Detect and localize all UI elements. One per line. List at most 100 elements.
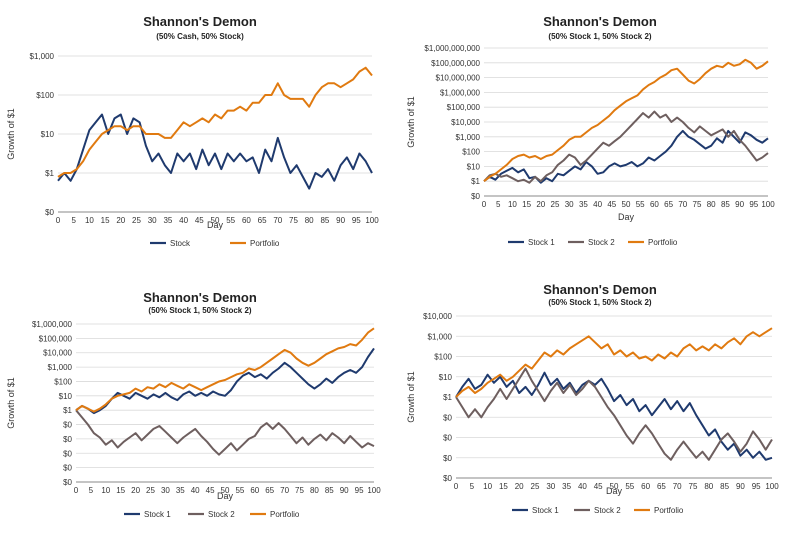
x-tick-label: 35 bbox=[163, 216, 172, 225]
chart-svg: $0 $0 $0 $0 $1 $10 $100 $1,000 $10,000 0 5 10 15 20 25… bbox=[406, 312, 779, 515]
y-tick-label: $0 bbox=[63, 421, 72, 430]
y-tick-label: $0 bbox=[471, 192, 480, 201]
x-tick-label: 55 bbox=[636, 200, 645, 209]
y-tick-label: $1,000 bbox=[428, 332, 453, 341]
y-tick-label: $0 bbox=[443, 413, 452, 422]
chart-title: Shannon's Demon bbox=[543, 282, 657, 297]
x-tick-label: 65 bbox=[258, 216, 267, 225]
x-tick-label: 20 bbox=[515, 482, 524, 491]
y-tick-label: $0 bbox=[63, 464, 72, 473]
x-tick-label: 75 bbox=[693, 200, 702, 209]
y-tick-label: $1 bbox=[45, 169, 54, 178]
x-tick-label: 80 bbox=[707, 200, 716, 209]
x-tick-label: 70 bbox=[673, 482, 682, 491]
x-tick-label: 10 bbox=[85, 216, 94, 225]
x-tick-label: 50 bbox=[610, 482, 619, 491]
x-tick-label: 20 bbox=[131, 486, 140, 495]
chart-panel-3: Shannon's Demon (50% Stock 1, 50% Stock … bbox=[0, 270, 400, 540]
y-tick-label: $100,000,000 bbox=[431, 59, 480, 68]
x-tick-label: 20 bbox=[536, 200, 545, 209]
x-tick-label: 85 bbox=[320, 216, 329, 225]
y-tick-label: $0 bbox=[63, 435, 72, 444]
legend-label: Portfolio bbox=[648, 238, 678, 247]
x-tick-label: 95 bbox=[749, 200, 758, 209]
series-line-stock-1 bbox=[455, 371, 773, 461]
series-line-portfolio bbox=[455, 327, 773, 398]
y-tick-label: $1,000,000 bbox=[32, 320, 73, 329]
y-tick-label: $1,000,000,000 bbox=[424, 44, 480, 53]
x-axis-title: Day bbox=[606, 486, 623, 496]
y-tick-label: $100 bbox=[54, 377, 72, 386]
x-tick-label: 55 bbox=[625, 482, 634, 491]
y-tick-label: $0 bbox=[443, 434, 452, 443]
x-tick-label: 90 bbox=[736, 482, 745, 491]
y-tick-label: $0 bbox=[63, 478, 72, 487]
x-tick-label: 55 bbox=[226, 216, 235, 225]
x-tick-label: 35 bbox=[562, 482, 571, 491]
x-tick-label: 95 bbox=[352, 216, 361, 225]
x-tick-label: 5 bbox=[496, 200, 501, 209]
x-tick-label: 20 bbox=[116, 216, 125, 225]
legend-label: Stock 2 bbox=[594, 506, 621, 515]
x-tick-label: 95 bbox=[752, 482, 761, 491]
y-tick-label: $100 bbox=[434, 353, 452, 362]
x-tick-label: 60 bbox=[641, 482, 650, 491]
chart-panel-1: Shannon's Demon (50% Cash, 50% Stock) $0… bbox=[0, 0, 400, 270]
y-tick-label: $1,000 bbox=[48, 363, 73, 372]
x-tick-label: 60 bbox=[250, 486, 259, 495]
series-line-stock-2 bbox=[455, 367, 773, 461]
x-tick-label: 30 bbox=[565, 200, 574, 209]
series-line-stock-1 bbox=[75, 347, 375, 415]
x-tick-label: 100 bbox=[761, 200, 775, 209]
x-tick-label: 25 bbox=[531, 482, 540, 491]
legend-label: Stock bbox=[170, 239, 191, 248]
y-tick-label: $10,000,000 bbox=[436, 74, 481, 83]
x-tick-label: 40 bbox=[593, 200, 602, 209]
x-tick-label: 95 bbox=[355, 486, 364, 495]
y-tick-label: $10 bbox=[59, 392, 73, 401]
x-tick-label: 100 bbox=[365, 216, 379, 225]
x-tick-label: 40 bbox=[191, 486, 200, 495]
y-tick-label: $0 bbox=[443, 474, 452, 483]
x-tick-label: 45 bbox=[594, 482, 603, 491]
x-tick-label: 0 bbox=[74, 486, 79, 495]
y-tick-label: $0 bbox=[443, 454, 452, 463]
chart-subtitle: (50% Stock 1, 50% Stock 2) bbox=[548, 32, 652, 41]
x-tick-label: 5 bbox=[71, 216, 76, 225]
y-tick-label: $10,000 bbox=[451, 118, 480, 127]
chart-title: Shannon's Demon bbox=[543, 14, 657, 29]
x-tick-label: 15 bbox=[116, 486, 125, 495]
x-tick-label: 0 bbox=[454, 482, 459, 491]
x-tick-label: 25 bbox=[551, 200, 560, 209]
series-line-portfolio bbox=[57, 66, 373, 178]
x-tick-label: 50 bbox=[211, 216, 220, 225]
x-tick-label: 15 bbox=[522, 200, 531, 209]
x-tick-label: 75 bbox=[289, 216, 298, 225]
y-tick-label: $1,000,000 bbox=[440, 88, 481, 97]
x-tick-label: 55 bbox=[235, 486, 244, 495]
legend-label: Portfolio bbox=[270, 510, 300, 519]
y-tick-label: $1,000 bbox=[30, 52, 55, 61]
x-tick-label: 90 bbox=[336, 216, 345, 225]
series-line-stock-1 bbox=[483, 129, 769, 184]
chart-title: Shannon's Demon bbox=[143, 14, 257, 29]
x-tick-label: 50 bbox=[622, 200, 631, 209]
x-tick-label: 85 bbox=[721, 200, 730, 209]
x-axis-title: Day bbox=[207, 220, 224, 230]
y-tick-label: $1 bbox=[63, 406, 72, 415]
x-tick-label: 80 bbox=[305, 216, 314, 225]
y-tick-label: $0 bbox=[45, 208, 54, 217]
x-tick-label: 40 bbox=[179, 216, 188, 225]
y-tick-label: $100 bbox=[36, 91, 54, 100]
x-tick-label: 75 bbox=[689, 482, 698, 491]
y-tick-label: $100,000 bbox=[39, 334, 73, 343]
x-axis-title: Day bbox=[618, 212, 635, 222]
legend-label: Stock 1 bbox=[532, 506, 559, 515]
chart-svg: $0 $1 $10 $100 $1,000 $10,000 $100,000 $1,000,0… bbox=[406, 44, 775, 247]
chart-panel-2: Shannon's Demon (50% Stock 1, 50% Stock … bbox=[400, 0, 800, 270]
chart-title: Shannon's Demon bbox=[143, 290, 257, 305]
x-tick-label: 15 bbox=[499, 482, 508, 491]
chart-panel-4: Shannon's Demon (50% Stock 1, 50% Stock … bbox=[400, 270, 800, 540]
y-axis-title: Growth of $1 bbox=[406, 371, 416, 423]
x-tick-label: 70 bbox=[678, 200, 687, 209]
